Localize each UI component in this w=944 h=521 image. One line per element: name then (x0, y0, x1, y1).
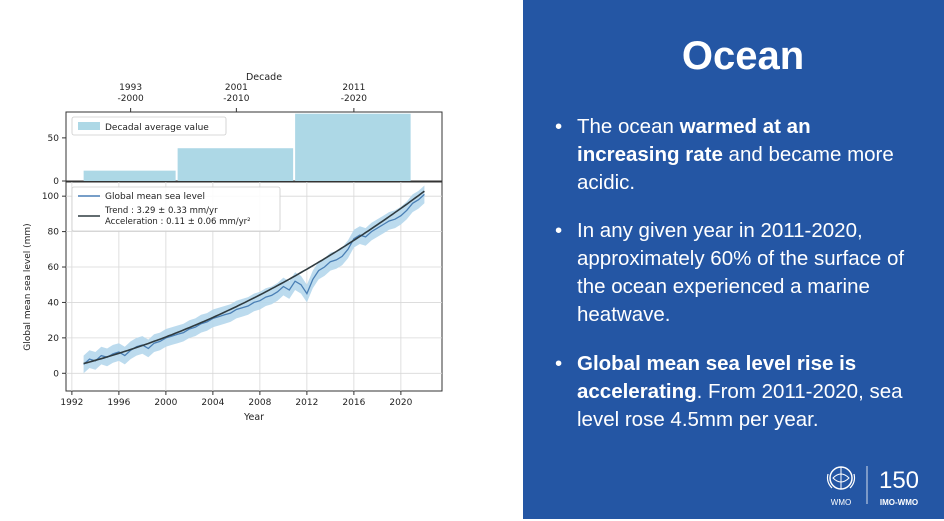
sea-level-chart: Decade 1993 -2000 2001 -2010 2011 -2020 0 50 De… (23, 72, 443, 423)
decade-bar (177, 148, 294, 181)
decade-tick-label: 2001 (225, 83, 248, 93)
x-tick-label: 2016 (342, 398, 365, 408)
y-tick-label: 60 (48, 263, 60, 273)
panel-title: Ocean (681, 34, 805, 78)
main-legend-trend-label: Trend : 3.29 ± 0.33 mm/yr (104, 206, 218, 216)
bullet-text: In any given year in 2011-2020, approxim… (577, 219, 905, 326)
bullet-sea-level-rise: • Global mean sea level rise is accelera… (555, 350, 915, 434)
bullet-dot: • (555, 115, 563, 138)
decade-tick-label: -2020 (341, 94, 367, 104)
top-legend-box (71, 116, 227, 136)
y-tick-label: 20 (48, 334, 60, 344)
wmo-emblem-icon: WMO (826, 466, 856, 507)
top-y-tick-label: 0 (53, 177, 59, 187)
x-tick-label: 1996 (107, 398, 130, 408)
x-tick-label: 2004 (201, 398, 224, 408)
bullet-dot: • (555, 219, 563, 242)
chart-svg: Decade 1993-2000 2001-2010 2011-2020 0 50 De… (23, 72, 443, 423)
decade-bar (295, 113, 411, 181)
axis-layer: 1992 1996 2000 2004 2008 2012 2016 2020 0 20 40 60 8… (42, 192, 413, 408)
anniversary-number: 150 (879, 467, 919, 494)
line-layer (83, 190, 425, 365)
band-layer (83, 185, 425, 374)
main-legend-accel-label: Acceleration : 0.11 ± 0.06 mm/yr² (105, 217, 251, 227)
ocean-info-panel: Ocean • The ocean warmed at an increasin… (523, 0, 944, 519)
bullet-text-part: and became more acidic. (577, 143, 894, 194)
bullet-text: The ocean warmed at an increasing rate a… (555, 113, 915, 197)
decade-bar (83, 170, 176, 181)
x-tick-label: 2020 (389, 398, 412, 408)
anniversary-logo-text: IMO-WMO (880, 498, 918, 507)
decade-tick-label: 1993 (119, 83, 142, 93)
top-y-tick-label: 50 (48, 134, 60, 144)
trend-line (83, 190, 425, 365)
x-tick-label: 2000 (154, 398, 177, 408)
anniversary-logo-icon: 150 IMO-WMO (879, 467, 919, 507)
main-legend: Global mean sea level Trend : 3.29 ± 0.3… (71, 186, 281, 232)
y-axis-label: Global mean sea level (mm) (23, 223, 33, 350)
decade-tick-label: 2011 (342, 83, 365, 93)
x-tick-label: 1992 (60, 398, 83, 408)
bullet-marine-heatwave: • In any given year in 2011-2020, approx… (555, 217, 915, 329)
x-axis-label: Year (243, 412, 264, 423)
bullet-text: Global mean sea level rise is accelerati… (555, 350, 915, 434)
main-legend-sealevel-label: Global mean sea level (105, 192, 205, 202)
wmo-logo-text: WMO (831, 498, 851, 507)
y-tick-label: 80 (48, 228, 60, 238)
y-tick-label: 100 (42, 192, 59, 202)
bullet-text-part: . From 2011-2020, sea level rose 4.5mm p… (577, 380, 903, 431)
x-tick-label: 2008 (248, 398, 271, 408)
logo-area: WMO 150 IMO-WMO (826, 466, 919, 507)
top-legend: Decadal average value (71, 116, 227, 136)
y-tick-label: 0 (53, 369, 59, 379)
y-tick-label: 40 (48, 298, 60, 308)
top-legend-label: Decadal average value (105, 123, 209, 133)
main-plot-frame (65, 181, 443, 392)
bullet-dot: • (555, 352, 563, 375)
x-tick-label: 2012 (295, 398, 318, 408)
bar-layer: 1993-2000 2001-2010 2011-2020 0 50 (48, 83, 411, 187)
bullet-ocean-warming: • The ocean warmed at an increasing rate… (555, 113, 915, 197)
top-legend-swatch (78, 122, 100, 130)
bullet-text-part: The ocean (577, 115, 680, 138)
bullet-text-bold: warmed at an increasing rate (577, 115, 811, 166)
decade-tick-label: -2000 (118, 94, 144, 104)
uncertainty-band (83, 185, 425, 374)
decade-tick-label: -2010 (223, 94, 249, 104)
main-legend-box (71, 186, 281, 232)
top-axis-title: Decade (246, 72, 282, 83)
bullet-text-bold: Global mean sea level rise is accelerati… (577, 352, 857, 403)
